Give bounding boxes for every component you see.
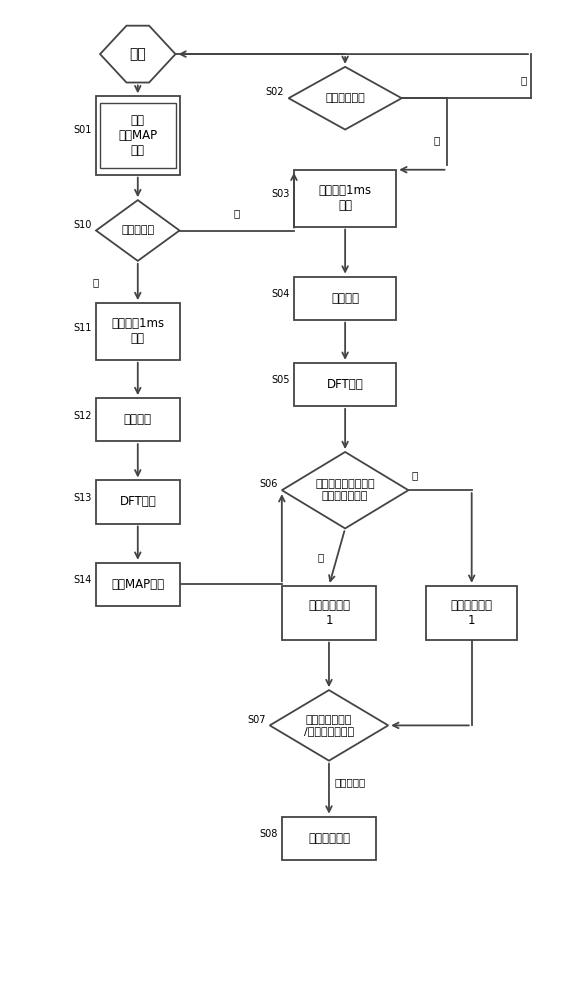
Text: 否: 否 bbox=[521, 76, 527, 86]
Text: 瞬态轨压1ms
采样: 瞬态轨压1ms 采样 bbox=[319, 184, 372, 212]
Text: 滤波提纯: 滤波提纯 bbox=[331, 292, 359, 305]
Text: 自学习时间: 自学习时间 bbox=[121, 226, 154, 235]
Text: 比较轨压频域幅值差
与轨压幅值裕度: 比较轨压频域幅值差 与轨压幅值裕度 bbox=[315, 479, 375, 501]
Text: S13: S13 bbox=[73, 493, 92, 503]
Text: S14: S14 bbox=[73, 575, 92, 585]
Bar bbox=[100, 103, 176, 168]
Bar bbox=[96, 480, 180, 524]
Text: DFT处理: DFT处理 bbox=[119, 495, 156, 508]
Bar bbox=[96, 96, 180, 175]
Bar bbox=[96, 303, 180, 360]
Polygon shape bbox=[100, 26, 176, 83]
Text: S06: S06 bbox=[259, 479, 278, 489]
Text: S10: S10 bbox=[73, 220, 92, 230]
Bar bbox=[294, 277, 396, 320]
Text: 滤波提纯: 滤波提纯 bbox=[124, 413, 152, 426]
Text: DFT处理: DFT处理 bbox=[327, 378, 364, 391]
Bar bbox=[294, 170, 396, 227]
Text: 是: 是 bbox=[433, 135, 439, 145]
Text: S01: S01 bbox=[73, 125, 92, 135]
Bar bbox=[282, 586, 376, 640]
Text: 第二计数器加
1: 第二计数器加 1 bbox=[308, 599, 350, 627]
Text: S02: S02 bbox=[266, 87, 284, 97]
Text: 是: 是 bbox=[233, 208, 240, 218]
Text: 满足诊断条件: 满足诊断条件 bbox=[325, 93, 365, 103]
Bar bbox=[96, 398, 180, 441]
Text: S03: S03 bbox=[272, 189, 289, 199]
Text: 瞬态轨压1ms
采样: 瞬态轨压1ms 采样 bbox=[111, 317, 164, 345]
Polygon shape bbox=[288, 67, 402, 130]
Text: 否: 否 bbox=[93, 277, 99, 287]
Text: 商大于阈值: 商大于阈值 bbox=[335, 777, 366, 787]
Text: 获得
基础MAP
图组: 获得 基础MAP 图组 bbox=[118, 114, 157, 157]
Text: S11: S11 bbox=[73, 323, 92, 333]
Text: S12: S12 bbox=[73, 411, 92, 421]
Text: S08: S08 bbox=[259, 829, 278, 839]
Text: S04: S04 bbox=[272, 289, 289, 299]
Text: 更新MAP图组: 更新MAP图组 bbox=[111, 578, 164, 591]
Text: 提供报警信息: 提供报警信息 bbox=[308, 832, 350, 845]
Text: 开始: 开始 bbox=[130, 47, 146, 61]
Text: 否: 否 bbox=[411, 471, 417, 481]
Bar bbox=[426, 586, 517, 640]
Text: S05: S05 bbox=[271, 375, 289, 385]
Text: 第二计数器的值
/第一计数器的值: 第二计数器的值 /第一计数器的值 bbox=[304, 715, 354, 736]
Bar bbox=[282, 817, 376, 860]
Text: 第一计数器加
1: 第一计数器加 1 bbox=[450, 599, 493, 627]
Bar bbox=[96, 563, 180, 606]
Bar bbox=[294, 363, 396, 406]
Polygon shape bbox=[96, 200, 180, 261]
Text: S07: S07 bbox=[247, 715, 265, 725]
Polygon shape bbox=[282, 452, 408, 528]
Polygon shape bbox=[270, 690, 388, 761]
Text: 是: 是 bbox=[318, 552, 324, 562]
